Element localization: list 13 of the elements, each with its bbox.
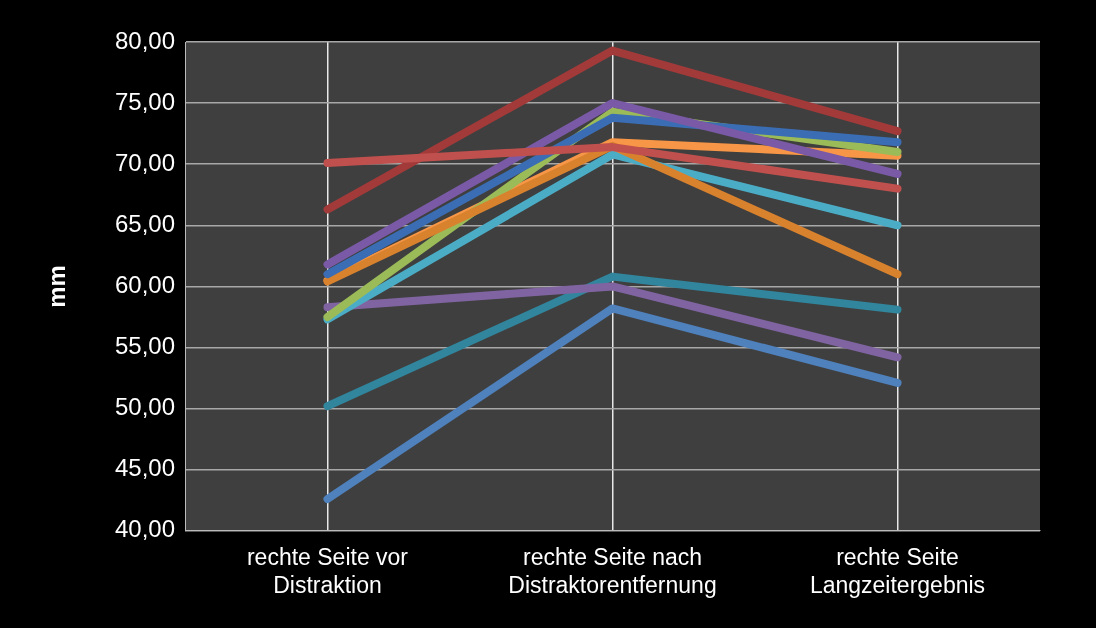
y-tick-label: 65,00 xyxy=(114,209,175,237)
y-tick-label: 55,00 xyxy=(114,332,175,360)
y-tick-label: 80,00 xyxy=(114,26,175,54)
y-axis-title: mm xyxy=(43,265,71,308)
y-tick-label: 50,00 xyxy=(114,393,175,421)
y-tick-label: 70,00 xyxy=(114,148,175,176)
x-tick-label: rechte Seite Langzeitergebnis xyxy=(809,543,986,598)
y-tick-label: 75,00 xyxy=(114,87,175,115)
x-tick-label: rechte Seite vor Distraktion xyxy=(246,543,409,598)
y-tick-label: 60,00 xyxy=(114,271,175,299)
y-tick-label: 40,00 xyxy=(114,515,175,543)
y-tick-label: 45,00 xyxy=(114,454,175,482)
x-tick-label: rechte Seite nach Distraktorentfernung xyxy=(508,543,717,598)
